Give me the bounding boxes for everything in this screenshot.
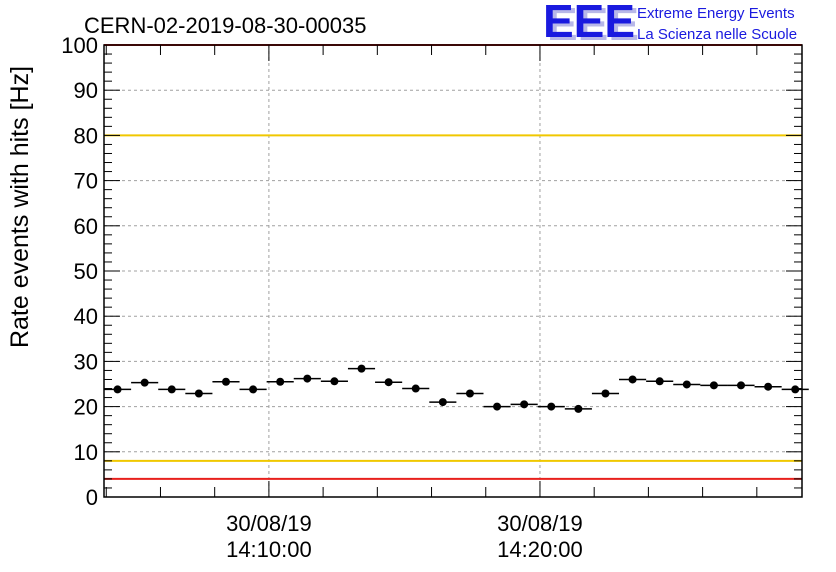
x-tick-time: 14:20:00 bbox=[497, 537, 583, 562]
y-tick-labels: 0 10 20 30 40 50 60 70 80 90 100 bbox=[61, 33, 98, 510]
data-point bbox=[709, 381, 718, 390]
data-point bbox=[249, 385, 258, 394]
data-point bbox=[737, 381, 746, 390]
y-tick-label: 10 bbox=[74, 440, 98, 465]
chart-title: CERN-02-2019-08-30-00035 bbox=[84, 13, 367, 38]
data-point bbox=[357, 364, 366, 373]
eee-logo-shadow: EEE bbox=[547, 0, 639, 50]
data-point bbox=[140, 378, 149, 387]
x-tick-date: 30/08/19 bbox=[226, 511, 312, 536]
grid-lines bbox=[104, 45, 802, 497]
x-tick-time: 14:10:00 bbox=[226, 537, 312, 562]
data-point bbox=[601, 389, 610, 398]
y-tick-label: 50 bbox=[74, 259, 98, 284]
eee-logo: EEE EEE Extreme Energy Events La Scienza… bbox=[543, 0, 797, 50]
y-tick-label: 100 bbox=[61, 33, 98, 58]
y-tick-label: 70 bbox=[74, 169, 98, 194]
data-point bbox=[791, 385, 800, 394]
data-point bbox=[764, 382, 773, 391]
data-point bbox=[167, 385, 176, 394]
data-points bbox=[104, 364, 809, 413]
data-point bbox=[574, 404, 583, 413]
data-point bbox=[411, 384, 420, 393]
data-point bbox=[547, 402, 556, 411]
data-point bbox=[221, 377, 230, 386]
y-tick-label: 60 bbox=[74, 214, 98, 239]
data-point bbox=[465, 389, 474, 398]
data-point bbox=[113, 385, 122, 394]
data-point bbox=[438, 398, 447, 407]
logo-line-1: Extreme Energy Events bbox=[637, 5, 795, 22]
data-point bbox=[303, 374, 312, 383]
y-tick-label: 0 bbox=[86, 485, 98, 510]
data-point bbox=[520, 400, 529, 409]
data-point bbox=[682, 380, 691, 389]
eee-logo-mark: EEE bbox=[543, 0, 635, 47]
y-tick-label: 80 bbox=[74, 123, 98, 148]
data-point bbox=[655, 377, 664, 386]
axes bbox=[103, 44, 803, 498]
data-point bbox=[276, 377, 285, 386]
data-point bbox=[384, 378, 393, 387]
reference-lines bbox=[104, 44, 802, 480]
logo-line-2: La Scienza nelle Scuole bbox=[637, 26, 797, 43]
data-point bbox=[493, 402, 502, 411]
y-tick-label: 30 bbox=[74, 349, 98, 374]
y-axis-label: Rate events with hits [Hz] bbox=[6, 66, 34, 348]
data-point bbox=[330, 377, 339, 386]
data-point bbox=[628, 375, 637, 384]
data-point bbox=[194, 389, 203, 398]
y-tick-label: 90 bbox=[74, 78, 98, 103]
y-tick-label: 40 bbox=[74, 304, 98, 329]
x-tick-date: 30/08/19 bbox=[497, 511, 583, 536]
y-tick-label: 20 bbox=[74, 395, 98, 420]
